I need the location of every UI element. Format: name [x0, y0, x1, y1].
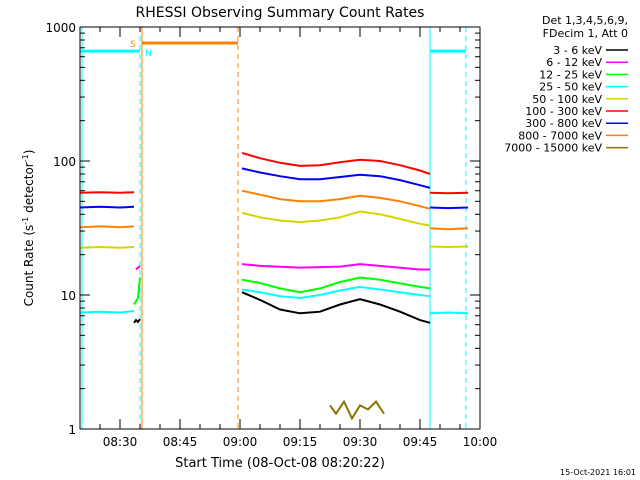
legend-label: 300 - 800 keV — [525, 117, 602, 130]
series-line-5 — [79, 191, 135, 194]
footer-timestamp: 15-Oct-2021 16:01 — [560, 468, 636, 477]
x-axis-label: Start Time (08-Oct-08 08:20:22) — [175, 456, 385, 471]
series-line-3 — [429, 311, 469, 315]
legend-label: 800 - 7000 keV — [518, 129, 602, 142]
series-line-1 — [135, 265, 141, 271]
x-tick-label: 09:45 — [403, 435, 438, 449]
series-line-4 — [79, 245, 135, 249]
y-tick-label: 1000 — [45, 21, 76, 35]
legend-label: 50 - 100 keV — [532, 93, 602, 106]
series-line-6 — [429, 206, 469, 210]
x-tick-label: 09:00 — [223, 435, 258, 449]
legend: Det 1,3,4,5,6,9,FDecim 1, Att 0 3 - 6 keV… — [504, 14, 628, 155]
legend-label: 3 - 6 keV — [553, 44, 602, 57]
legend-label: 6 - 12 keV — [546, 56, 602, 69]
series-line-0 — [241, 291, 431, 324]
series-line-2 — [133, 277, 141, 306]
series-line-2 — [241, 276, 431, 294]
series-line-3 — [241, 285, 431, 300]
x-tick-label: 10:00 — [463, 435, 498, 449]
series-line-1 — [241, 263, 430, 271]
legend-header: Det 1,3,4,5,6,9, — [542, 14, 628, 27]
y-tick-label: 10 — [61, 289, 76, 303]
series-line-7 — [241, 189, 431, 210]
annotation-s: S — [130, 40, 136, 50]
y-axis-label: Count Rate (s-1 detector-1) — [21, 150, 36, 307]
series-line-7 — [79, 225, 135, 229]
x-tick-label: 09:15 — [283, 435, 318, 449]
series-line-7 — [429, 227, 469, 231]
legend-label: 25 - 50 keV — [539, 81, 602, 94]
series-line-5 — [429, 191, 469, 195]
annotation-n: N — [145, 49, 152, 59]
series-line-6 — [241, 167, 431, 189]
series-line-6 — [79, 205, 135, 209]
chart-title: RHESSI Observing Summary Count Rates — [136, 5, 425, 21]
y-tick-label: 100 — [53, 155, 76, 169]
x-tick-label: 08:30 — [103, 435, 138, 449]
legend-label: 100 - 300 keV — [525, 105, 602, 118]
legend-label: 7000 - 15000 keV — [504, 142, 602, 155]
series-line-4 — [241, 210, 431, 227]
series-line-3 — [79, 310, 135, 314]
x-tick-label: 09:30 — [343, 435, 378, 449]
series-line-0 — [133, 318, 141, 324]
x-tick-label: 08:45 — [163, 435, 198, 449]
legend-header: FDecim 1, Att 0 — [543, 27, 628, 40]
legend-label: 12 - 25 keV — [539, 68, 602, 81]
y-tick-label: 1 — [68, 423, 76, 437]
series-line-5 — [241, 151, 431, 175]
series-line-4 — [429, 245, 469, 249]
series-line-8 — [329, 399, 385, 421]
